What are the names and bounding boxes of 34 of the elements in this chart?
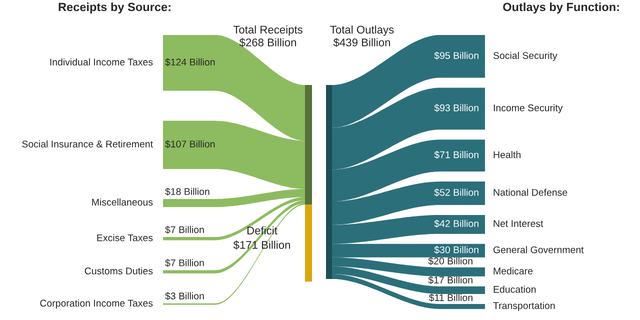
data-label: $11 Billion <box>428 294 472 302</box>
series-label: Receipts by Source: <box>58 2 170 14</box>
category-label: Medicare <box>494 267 533 274</box>
category-label: Income Security <box>494 104 563 114</box>
category-label: General Government <box>493 246 584 254</box>
category-label: Education <box>494 286 536 293</box>
data-label: $18 Billion <box>165 188 210 196</box>
data-label: $17 Billion <box>428 276 472 284</box>
category-label: Excise Taxes <box>97 234 153 242</box>
category-label: Customs Duties <box>84 267 153 274</box>
data-label: $52 Billion <box>434 188 478 196</box>
data-label: $71 Billion <box>434 150 478 159</box>
text: Total Outlays $439 Billion <box>330 25 394 48</box>
text: Outlays by Function: <box>503 2 619 14</box>
category-label: Miscellaneous <box>92 198 153 206</box>
text: Total Receipts $268 Billion <box>233 25 302 48</box>
category-label: National Defense <box>494 188 568 196</box>
category-label: Corporation Income Taxes <box>40 299 153 309</box>
category-label: Health <box>494 151 520 158</box>
data-label: $3 Billion <box>165 292 204 300</box>
data-label: $30 Billion <box>434 246 478 254</box>
category-label: Social Security <box>493 52 558 61</box>
data-label: $124 Billion <box>165 58 215 66</box>
category-label: Social Insurance & Retirement <box>22 140 153 148</box>
category-label: Transportation <box>493 302 555 312</box>
data-label: $7 Billion <box>165 226 204 234</box>
data-label: $20 Billion <box>428 257 472 266</box>
category-label: Net Interest <box>494 220 544 228</box>
data-label: $95 Billion <box>434 52 478 60</box>
data-label: $7 Billion <box>165 258 204 267</box>
data-label: $107 Billion <box>165 140 215 148</box>
data-label: $93 Billion <box>434 104 478 112</box>
data-label: $42 Billion <box>434 220 478 228</box>
category-label: Individual Income Taxes <box>50 58 153 66</box>
